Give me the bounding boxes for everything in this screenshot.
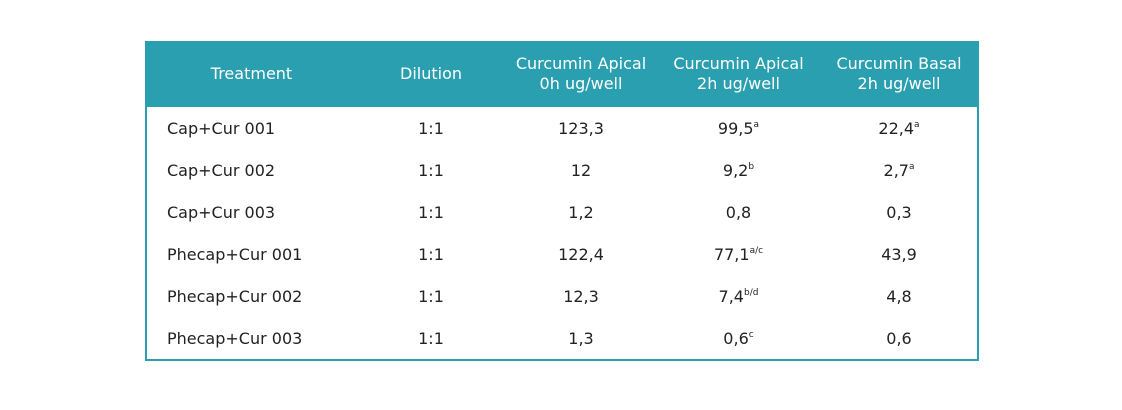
cell-value: 1:1 [418, 202, 444, 222]
cell-value: Phecap+Cur 001 [167, 244, 303, 264]
cell: 1,2 [506, 191, 656, 233]
row-label: Cap+Cur 003 [146, 191, 356, 233]
cell-value: 1:1 [418, 328, 444, 348]
cell-value: 12,3 [563, 286, 599, 306]
cell-value: Cap+Cur 002 [167, 160, 276, 180]
header-row: Treatment Dilution Curcumin Apical 0h ug/we… [146, 41, 978, 107]
table-row: Cap+Cur 002 1:1 12 9,2b 2,7a [146, 149, 978, 191]
cell: 1,3 [506, 317, 656, 360]
cell-value: 0,6 [886, 328, 912, 348]
cell-value: 123,3 [558, 118, 604, 138]
cell-value: Cap+Cur 001 [167, 118, 276, 138]
cell: 122,4 [506, 233, 656, 275]
footnote-mark: a/c [749, 245, 764, 256]
cell: 43,9 [821, 233, 978, 275]
header-text: 0h ug/well [539, 74, 623, 93]
header-text: 2h ug/well [857, 74, 941, 93]
table-row: Cap+Cur 001 1:1 123,3 99,5a 22,4a [146, 107, 978, 149]
cell-value: 12 [570, 160, 592, 180]
cell: 1:1 [356, 107, 506, 149]
cell: 2,7a [821, 149, 978, 191]
header-cell: Treatment [146, 41, 356, 107]
footnote-mark: a [908, 161, 915, 172]
cell-value: Phecap+Cur 003 [167, 328, 303, 348]
table-row: Phecap+Cur 003 1:1 1,3 0,6c 0,6 [146, 317, 978, 360]
cell-value: 22,4 [878, 118, 915, 138]
cell-value: 77,1 [713, 244, 750, 264]
cell: 99,5a [656, 107, 821, 149]
cell: 22,4a [821, 107, 978, 149]
cell-value: 1,2 [568, 202, 594, 222]
cell-value: 1:1 [418, 244, 444, 264]
cell-value: 1:1 [418, 286, 444, 306]
cell-value: 0,6 [723, 328, 749, 348]
row-label: Cap+Cur 001 [146, 107, 356, 149]
cell: 0,8 [656, 191, 821, 233]
footnote-mark: a [753, 119, 760, 130]
row-label: Phecap+Cur 001 [146, 233, 356, 275]
cell: 1:1 [356, 317, 506, 360]
cell: 0,6 [821, 317, 978, 360]
footnote-mark: a [914, 119, 920, 130]
cell: 77,1a/c [656, 233, 821, 275]
cell: 1:1 [356, 233, 506, 275]
table-container: Treatment Dilution Curcumin Apical 0h ug/we… [145, 41, 979, 361]
cell: 1:1 [356, 275, 506, 317]
cell-value: 0,8 [725, 202, 752, 222]
cell-value: 1,3 [568, 328, 594, 348]
cell: 1:1 [356, 191, 506, 233]
table-row: Phecap+Cur 001 1:1 122,4 77,1a/c 43,9 [146, 233, 978, 275]
cell-value: 1:1 [418, 160, 444, 180]
header-text: Treatment [210, 64, 293, 83]
row-label: Cap+Cur 002 [146, 149, 356, 191]
cell-value: 43,9 [881, 244, 917, 264]
cell: 9,2b [656, 149, 821, 191]
cell-value: Phecap+Cur 002 [167, 286, 303, 306]
footnote-mark: c [748, 329, 754, 340]
header-cell: Curcumin Apical 2h ug/well [656, 41, 821, 107]
cell: 0,6c [656, 317, 821, 360]
header-cell: Dilution [356, 41, 506, 107]
cell: 1:1 [356, 149, 506, 191]
footnote-mark: b/d [743, 287, 759, 298]
cell-value: 0,3 [886, 202, 912, 222]
cell-value: 2,7 [883, 160, 909, 180]
table-body: Cap+Cur 001 1:1 123,3 99,5a 22,4a Cap+Cur 002… [146, 107, 978, 360]
cell: 4,8 [821, 275, 978, 317]
header-cell: Curcumin Basal 2h ug/well [821, 41, 978, 107]
cell: 0,3 [821, 191, 978, 233]
footnote-mark: b [748, 161, 755, 172]
cell-value: Cap+Cur 003 [167, 202, 276, 222]
header-cell: Curcumin Apical 0h ug/well [506, 41, 656, 107]
cell-value: 99,5 [717, 118, 754, 138]
row-label: Phecap+Cur 003 [146, 317, 356, 360]
cell-value: 4,8 [886, 286, 912, 306]
cell-value: 122,4 [558, 244, 604, 264]
cell: 7,4b/d [656, 275, 821, 317]
header-text: Curcumin Basal [836, 54, 962, 73]
header-text: 2h ug/well [697, 74, 780, 93]
cell-value: 1:1 [418, 118, 444, 138]
header-text: Dilution [400, 64, 462, 83]
data-table: Treatment Dilution Curcumin Apical 0h ug/we… [145, 41, 979, 361]
row-label: Phecap+Cur 002 [146, 275, 356, 317]
table-row: Cap+Cur 003 1:1 1,2 0,8 0,3 [146, 191, 978, 233]
table-row: Phecap+Cur 002 1:1 12,3 7,4b/d 4,8 [146, 275, 978, 317]
cell-value: 9,2 [722, 160, 749, 180]
cell: 12 [506, 149, 656, 191]
cell: 123,3 [506, 107, 656, 149]
header-text: Curcumin Apical [515, 54, 647, 73]
header-text: Curcumin Apical [673, 54, 804, 73]
cell: 12,3 [506, 275, 656, 317]
cell-value: 7,4 [718, 286, 744, 306]
